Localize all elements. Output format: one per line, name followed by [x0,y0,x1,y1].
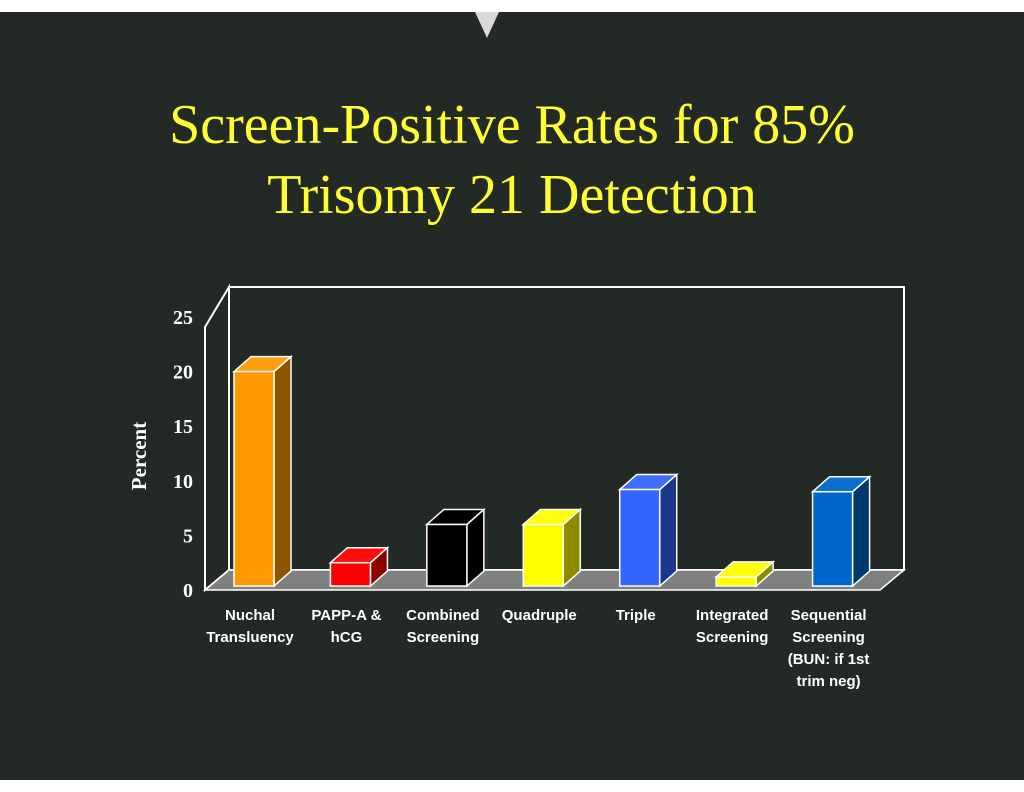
bar-chart: 0 5 10 15 20 25 Nuchal Transluency PAPP-A & hCG C… [127,283,907,690]
x-category-label: Triple [616,607,656,624]
bar-front-face [715,576,757,587]
bars [232,354,872,588]
bar [232,354,293,588]
bar-front-face [522,523,565,587]
x-category-label: PAPP-A & hCG [311,607,381,646]
y-axis-label: Percent [127,422,151,490]
x-category-label: Sequential Screening (BUN: if 1st trim neg) [788,607,870,690]
bar-front-face [233,370,275,587]
bar-front-face [329,561,372,587]
x-category-label: Nuchal Transluency [206,607,294,646]
bar [424,507,486,588]
slide-title: Screen-Positive Rates for 85% Trisomy 21… [0,90,1024,230]
slide-notch-marker [475,12,499,38]
bar-side-face [658,472,678,588]
slide: Screen-Positive Rates for 85% Trisomy 21… [0,12,1024,780]
x-category-label: Quadruple [502,607,577,624]
title-line-1: Screen-Positive Rates for 85% [169,94,855,156]
x-axis-labels: Nuchal Transluency PAPP-A & hCG Combined Scre… [206,607,869,690]
y-tick-label: 25 [173,307,193,329]
y-tick-label: 5 [183,525,193,547]
y-axis: 0 5 10 15 20 25 [173,307,193,602]
bar-side-face [851,475,871,588]
bar-front-face [618,488,661,587]
y-tick-label: 20 [173,362,193,384]
y-tick-label: 15 [173,416,193,438]
y-tick-label: 0 [183,580,193,602]
bar-front-face [426,523,468,587]
bar-side-face [273,354,292,588]
title-line-2: Trisomy 21 Detection [267,164,757,226]
x-category-label: Combined Screening [406,607,479,646]
plot-side-wall [204,283,230,593]
bar [328,546,390,588]
bar [810,475,872,588]
bar-front-face [811,490,854,587]
bar [714,560,776,588]
bar [521,507,583,588]
bar [617,472,679,588]
y-tick-label: 10 [173,471,193,493]
x-category-label: Integrated Screening [696,607,769,646]
